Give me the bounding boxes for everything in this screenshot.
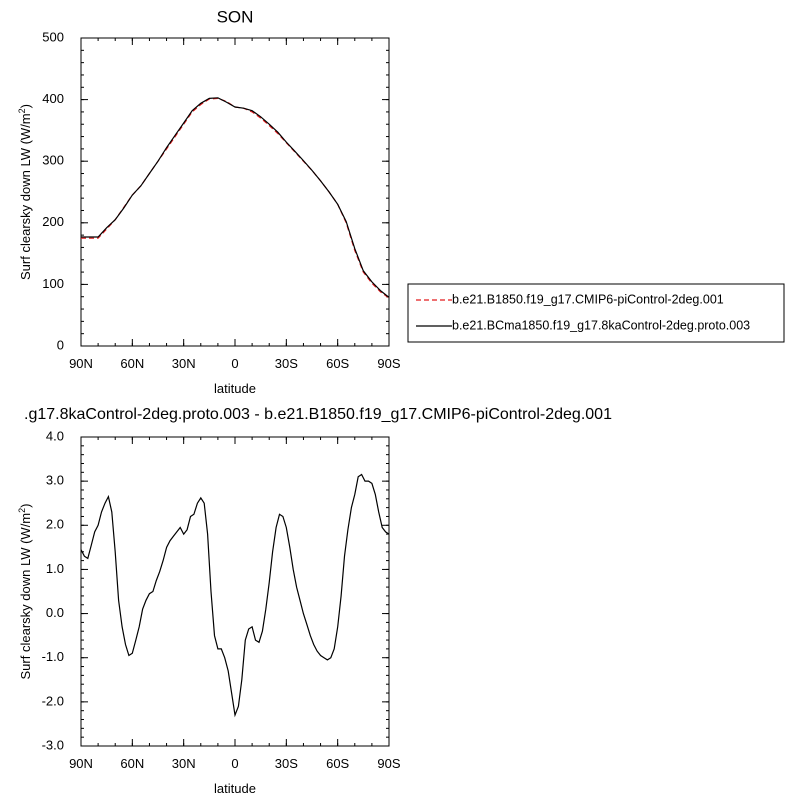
x-tick-label: 60N [120,756,144,771]
y-tick-label: 500 [42,29,64,44]
chart-panel-2: .g17.8kaControl-2deg.proto.003 - b.e21.B… [17,406,612,796]
x-tick-label: 0 [231,356,238,371]
y-axis-label-close: ) [18,504,33,508]
y-tick-label: 100 [42,276,64,291]
y-axis-label-superscript: 2 [17,108,27,113]
plot-frame [80,37,390,347]
y-tick-label: -3.0 [42,737,64,752]
y-tick-label: 200 [42,214,64,229]
x-tick-label: 0 [231,756,238,771]
legend: b.e21.B1850.f19_g17.CMIP6-piControl-2deg… [407,283,785,343]
y-tick-label: 4.0 [46,428,64,443]
x-tick-label: 60S [326,756,349,771]
y-axis-label-superscript: 2 [17,508,27,513]
legend-label-1: b.e21.B1850.f19_g17.CMIP6-piControl-2deg… [452,292,724,306]
x-tick-label: 60N [120,356,144,371]
y-axis-label-text: Surf clearsky down LW (W/m [18,113,33,280]
y-tick-label: 3.0 [46,473,64,488]
legend-label-2: b.e21.BCma1850.f19_g17.8kaControl-2deg.p… [452,318,750,332]
y-axis-label-text: Surf clearsky down LW (W/m [18,513,33,680]
x-tick-label: 90S [377,356,400,371]
y-tick-label: -2.0 [42,693,64,708]
legend-box [407,283,785,343]
series-line-1 [81,97,390,299]
x-tick-label: 30S [275,356,298,371]
series-line-2 [81,97,390,298]
y-tick-label: 2.0 [46,517,64,532]
y-tick-label: 0 [57,337,64,352]
y-tick-label: 1.0 [46,561,64,576]
x-tick-label: 30N [172,356,196,371]
y-axis-label: Surf clearsky down LW (W/m2) [17,104,33,280]
x-tick-label: 90N [69,756,93,771]
y-tick-label: -1.0 [42,649,64,664]
x-tick-label: 30N [172,756,196,771]
y-axis-label-close: ) [18,104,33,108]
x-axis-label: latitude [214,381,256,396]
y-axis-label: Surf clearsky down LW (W/m2) [17,504,33,680]
y-tick-label: 0.0 [46,605,64,620]
plot-frame [80,436,390,747]
chart-panel-1: SON 0 100 200 300 400 500 90N 60N 30N 0 30S 60S 90S la… [17,7,785,396]
chart-title: .g17.8kaControl-2deg.proto.003 - b.e21.B… [24,406,612,423]
x-tick-label: 60S [326,356,349,371]
x-tick-label: 30S [275,756,298,771]
y-tick-label: 300 [42,153,64,168]
chart-title: SON [217,7,254,26]
y-tick-label: 400 [42,91,64,106]
series-line-1 [80,473,390,718]
x-axis-label: latitude [214,781,256,796]
x-tick-label: 90N [69,356,93,371]
x-tick-label: 90S [377,756,400,771]
